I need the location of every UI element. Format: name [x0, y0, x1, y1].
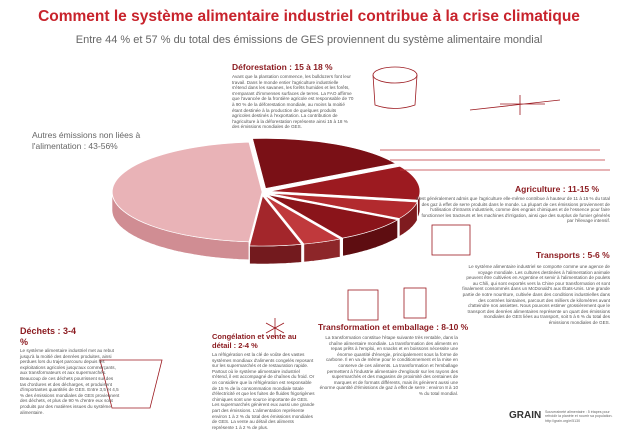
- pie-tops: [112, 138, 421, 247]
- snowflake: [265, 318, 285, 338]
- fields: [380, 149, 610, 171]
- title: Comment le système alimentaire industrie…: [38, 8, 580, 25]
- section-heading: Transformation et emballage : 8-10 %: [318, 322, 469, 332]
- pie-slice: [112, 141, 263, 243]
- other-emissions-label: Autres émissions non liées à l'alimentat…: [32, 130, 141, 151]
- pie-sides: [111, 191, 421, 265]
- footer-text: Souveraineté alimentaire : 5 étapes pour…: [545, 410, 613, 423]
- truck: [431, 224, 471, 256]
- sketches: [99, 66, 610, 409]
- section-heading: Agriculture : 11-15 %: [515, 184, 600, 194]
- section-heading: Déchets : 3-4 %: [20, 326, 77, 347]
- plane: [469, 95, 561, 115]
- section-body: Le système alimentaire industriel se com…: [462, 264, 610, 325]
- section-heading: Déforestation : 15 à 18 %: [232, 62, 333, 72]
- pie-slice: [269, 165, 421, 201]
- section-body: Le système alimentaire industriel met au…: [20, 348, 120, 415]
- pie-slice: [249, 243, 302, 265]
- section-heading: Transports : 5-6 %: [536, 250, 610, 260]
- can: [403, 287, 427, 319]
- pie-slice: [249, 195, 303, 247]
- pie-slice: [252, 138, 397, 189]
- section-body: La transformation constitue l'étape suiv…: [319, 335, 458, 396]
- package: [347, 289, 379, 321]
- tree-stump: [372, 66, 418, 84]
- pie-slice: [264, 195, 341, 245]
- pie-slice: [267, 194, 399, 239]
- pie-slice: [269, 193, 418, 219]
- trash-bin: [99, 359, 163, 409]
- section-body: La réfrigération est la clé de voûte des…: [212, 352, 315, 430]
- section-heading: Congélation et vente au détail : 2-4 %: [212, 332, 297, 350]
- section-body: Il est généralement admis que l'agricult…: [415, 196, 610, 224]
- tree-stump: [372, 74, 418, 109]
- subtitle: Entre 44 % et 57 % du total des émission…: [75, 34, 543, 46]
- logo: GRAIN: [509, 410, 542, 421]
- section-body: Avant que la plantation commence, les bu…: [232, 74, 354, 130]
